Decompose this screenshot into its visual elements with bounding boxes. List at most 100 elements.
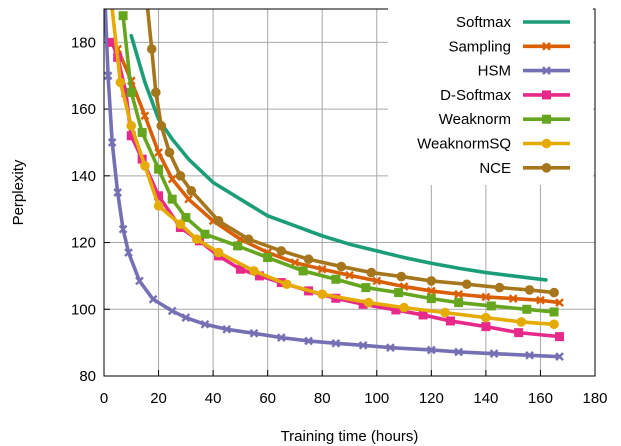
x-marker [508,294,518,303]
square-marker [126,87,136,97]
circle-marker [461,279,472,290]
square-marker [361,283,371,293]
x-marker [454,347,463,357]
legend-entry: Sampling [448,38,570,55]
square-marker [331,274,341,284]
square-marker [235,264,245,274]
series-nce [145,9,559,298]
ticks: 0 20 40 60 80 100 120 140 160 180 80 100 120 140 160 18… [71,34,608,407]
circle-marker [549,287,559,298]
circle-marker [541,138,552,149]
x-tick-label: 20 [150,390,167,407]
circle-marker [175,219,186,229]
square-marker [233,241,243,251]
x-marker [426,286,436,296]
x-marker [181,313,191,322]
square-marker [298,266,308,276]
legend-entry: NCE [479,160,570,177]
x-marker [222,324,232,334]
series-line [129,33,548,282]
circle-marker [541,163,552,173]
x-marker [113,188,122,197]
square-marker [542,114,551,124]
legend-label: NCE [479,160,511,177]
circle-marker [303,254,314,265]
square-marker [514,328,524,338]
x-marker [525,350,534,360]
x-marker [249,328,259,338]
x-tick-label: 180 [582,390,607,407]
square-marker [137,127,147,137]
circle-marker [186,186,197,196]
square-marker [154,191,164,201]
circle-marker [440,307,450,318]
x-marker [358,340,368,350]
series-layer [104,9,565,361]
square-marker [486,301,496,311]
legend-label: Weaknorm [439,111,511,128]
x-tick-label: 60 [259,390,276,407]
square-marker [522,304,532,314]
circle-marker [549,319,559,330]
x-marker [345,270,354,280]
x-marker [118,224,128,234]
x-marker [555,352,564,361]
circle-marker [164,147,175,158]
square-marker [481,322,491,332]
legend-label: Sampling [448,38,511,55]
series-softmax [129,33,548,282]
y-tick-label: 140 [71,168,96,185]
circle-marker [336,261,347,272]
circle-marker [481,312,491,323]
circle-marker [524,285,535,295]
circle-marker [191,234,202,245]
series-weaknorm [118,11,559,317]
x-marker [107,138,117,147]
square-marker [549,307,559,317]
circle-marker [249,266,259,276]
circle-marker [213,247,224,258]
square-marker [394,288,404,298]
plot-frame [103,8,596,377]
circle-marker [156,120,167,131]
x-tick-label: 140 [473,390,498,407]
square-marker [391,305,401,315]
legend-label: WeaknormSQ [417,136,511,153]
x-marker [167,306,177,316]
x-tick-label: 0 [100,390,108,407]
circle-marker [399,302,409,313]
square-marker [542,90,551,100]
legend-label: D-Softmax [440,87,511,104]
x-marker [454,289,463,299]
circle-marker [153,201,164,211]
x-marker [542,66,551,75]
square-marker [426,294,436,304]
x-tick-label: 100 [364,390,389,407]
circle-marker [140,161,150,171]
x-marker [304,336,313,346]
legend-label: Softmax [456,14,512,31]
legend-entry: D-Softmax [440,87,570,104]
x-marker [140,111,150,121]
x-marker [542,41,551,51]
circle-marker [426,276,437,286]
x-axis-label: Training time (hours) [281,428,419,445]
x-tick-label: 120 [419,390,444,407]
y-tick-label: 160 [71,101,96,118]
y-tick-label: 80 [79,368,96,385]
circle-marker [281,279,292,290]
x-marker [386,343,395,352]
circle-marker [146,44,157,54]
square-marker [107,37,117,47]
x-marker [481,292,491,302]
x-marker [124,248,133,257]
x-marker [135,276,144,286]
circle-marker [494,282,505,293]
circle-marker [317,289,328,300]
x-marker [317,264,327,274]
square-marker [555,332,565,342]
x-marker [536,295,545,305]
series-hsm [104,9,564,361]
circle-marker [516,317,527,327]
x-marker [372,276,382,286]
